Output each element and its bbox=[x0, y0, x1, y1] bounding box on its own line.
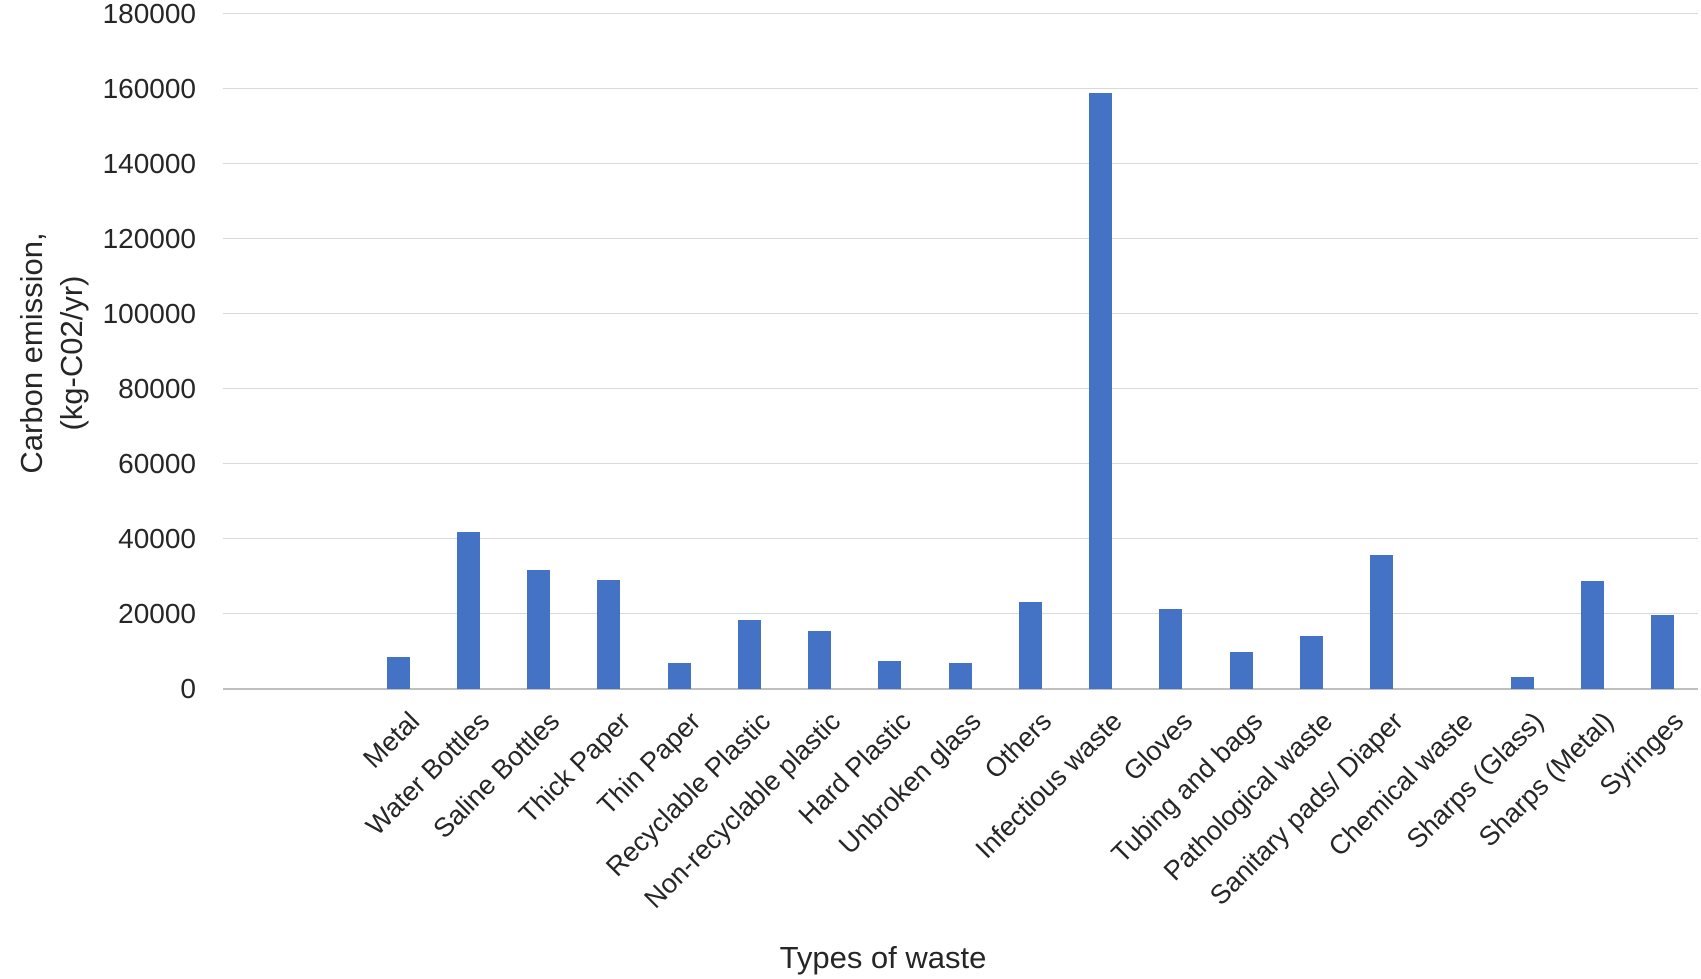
bar-sharps-metal bbox=[1580, 581, 1604, 689]
bar-infectious-waste bbox=[1089, 92, 1112, 689]
bar-thick-paper bbox=[597, 580, 621, 689]
bar-non-recyclable-plastic bbox=[808, 631, 831, 689]
bar-sharps-glass bbox=[1510, 677, 1534, 689]
bar-tubing-and-bags bbox=[1229, 651, 1253, 689]
y-tick-label-80000: 80000 bbox=[118, 373, 196, 404]
gridline-40000 bbox=[223, 538, 1698, 540]
bar-hard-plastic bbox=[878, 661, 902, 689]
gridline-120000 bbox=[223, 238, 1698, 240]
bar-sanitary-pads-diaper bbox=[1370, 555, 1393, 689]
gridline-60000 bbox=[223, 463, 1698, 465]
y-tick-label-40000: 40000 bbox=[118, 523, 196, 554]
bar-thin-paper bbox=[667, 662, 691, 689]
x-axis-line bbox=[223, 688, 1698, 690]
bar-pathological-waste bbox=[1299, 636, 1323, 689]
y-axis-title-line2: (kg-C02/yr) bbox=[54, 275, 89, 431]
gridline-140000 bbox=[223, 163, 1698, 165]
x-axis-title: Types of waste bbox=[779, 940, 987, 975]
bar-others bbox=[1018, 601, 1042, 689]
y-tick-label-0: 0 bbox=[180, 673, 196, 704]
gridline-20000 bbox=[223, 613, 1698, 615]
bar-syringes bbox=[1651, 615, 1674, 689]
y-tick-label-100000: 100000 bbox=[102, 298, 196, 329]
plot-area bbox=[223, 13, 1698, 690]
bar-gloves bbox=[1159, 609, 1183, 689]
y-tick-label-60000: 60000 bbox=[118, 448, 196, 479]
y-axis-title-line1: Carbon emission, bbox=[14, 232, 49, 474]
y-tick-label-140000: 140000 bbox=[102, 148, 196, 179]
y-tick-label-120000: 120000 bbox=[102, 223, 196, 254]
bar-saline-bottles bbox=[527, 570, 550, 689]
gridline-80000 bbox=[223, 388, 1698, 390]
gridline-160000 bbox=[223, 88, 1698, 90]
gridline-100000 bbox=[223, 313, 1698, 315]
bar-metal bbox=[386, 657, 410, 689]
gridline-180000 bbox=[223, 13, 1698, 15]
bar-water-bottles bbox=[456, 531, 480, 689]
y-tick-label-160000: 160000 bbox=[102, 73, 196, 104]
bar-recyclable-plastic bbox=[737, 620, 761, 689]
y-tick-label-20000: 20000 bbox=[118, 598, 196, 629]
y-tick-label-180000: 180000 bbox=[102, 0, 196, 29]
y-axis-title: Carbon emission, (kg-C02/yr) bbox=[12, 232, 92, 473]
bar-unbroken-glass bbox=[948, 662, 972, 689]
